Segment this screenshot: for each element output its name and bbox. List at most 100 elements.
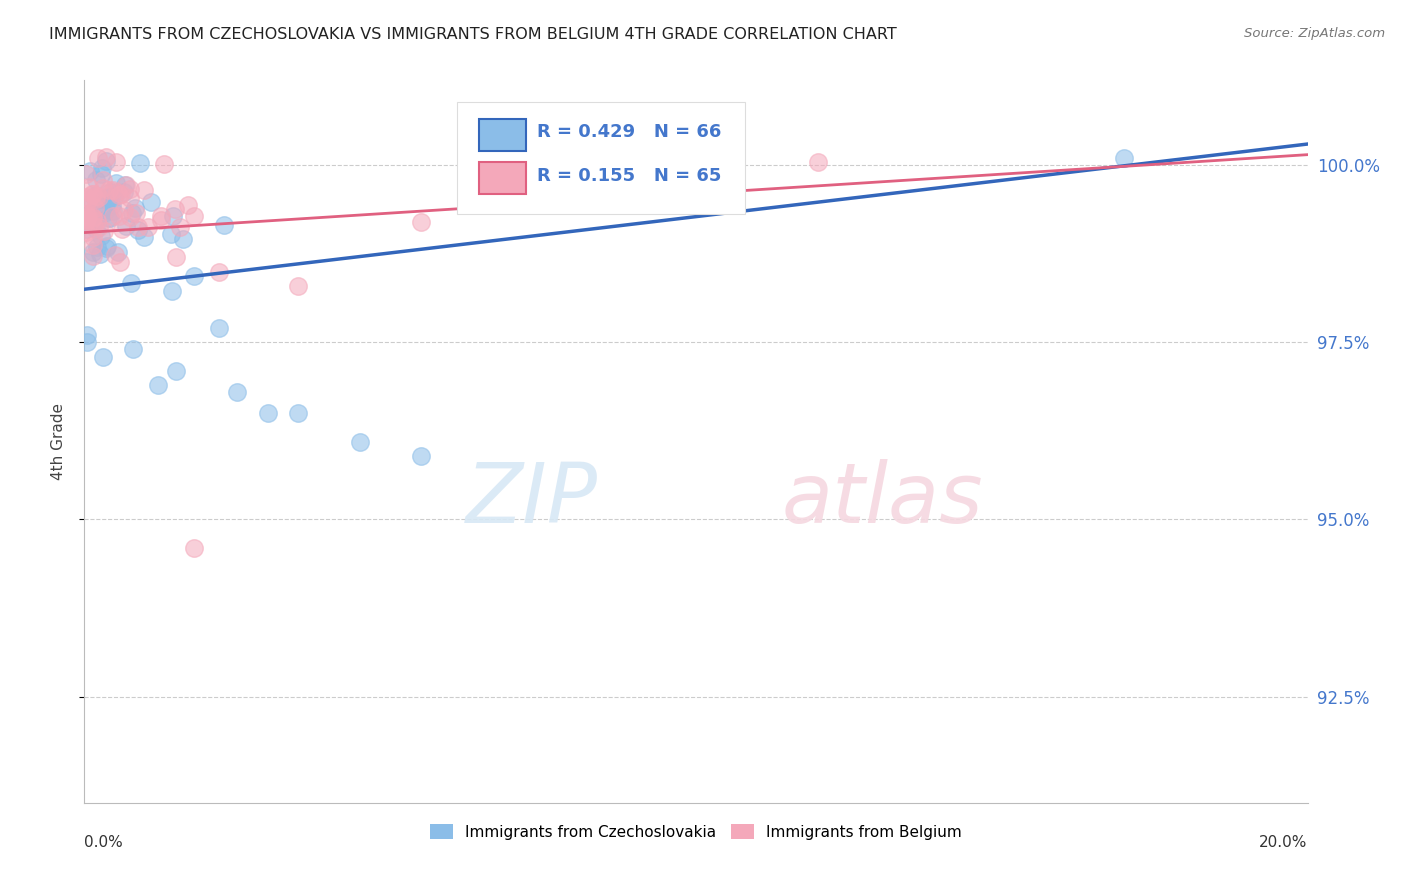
Point <box>97 183 120 197</box>
Point <box>110 186 132 201</box>
Point <box>79 164 101 178</box>
Point <box>226 384 249 399</box>
Point <box>75 222 97 236</box>
Point <box>96 153 118 168</box>
Point <box>162 284 184 298</box>
Point <box>101 203 124 218</box>
Point <box>82 238 104 252</box>
Y-axis label: 4th Grade: 4th Grade <box>51 403 66 480</box>
Point <box>79 180 101 194</box>
FancyBboxPatch shape <box>457 102 745 214</box>
Point <box>104 177 127 191</box>
Point <box>103 190 125 204</box>
Point <box>115 219 138 233</box>
Point <box>127 219 149 234</box>
Point <box>132 229 155 244</box>
Point <box>90 192 112 206</box>
Point <box>105 185 128 199</box>
Point <box>115 178 138 192</box>
Point <box>214 218 236 232</box>
Point <box>349 434 371 449</box>
Point <box>83 188 105 202</box>
Point <box>111 222 134 236</box>
Point <box>76 210 98 224</box>
Point <box>183 541 205 555</box>
Point <box>409 449 432 463</box>
Point <box>91 161 114 175</box>
Point <box>807 154 830 169</box>
FancyBboxPatch shape <box>479 162 526 194</box>
Point <box>75 212 97 227</box>
Point <box>409 215 432 229</box>
Legend: Immigrants from Czechoslovakia, Immigrants from Belgium: Immigrants from Czechoslovakia, Immigran… <box>423 818 969 846</box>
Point <box>118 182 141 196</box>
Text: R = 0.155   N = 65: R = 0.155 N = 65 <box>537 167 721 185</box>
Point <box>112 186 135 200</box>
Point <box>82 230 104 244</box>
Text: Source: ZipAtlas.com: Source: ZipAtlas.com <box>1244 27 1385 40</box>
Point <box>108 255 131 269</box>
Point <box>97 211 120 226</box>
Point <box>104 248 127 262</box>
Point <box>104 155 127 169</box>
Point <box>87 189 110 203</box>
Point <box>75 211 97 226</box>
Point <box>165 251 187 265</box>
Point <box>76 215 98 229</box>
Point <box>84 201 107 215</box>
Point <box>183 269 205 284</box>
Point <box>1114 151 1136 165</box>
Point <box>114 178 136 193</box>
Point <box>76 209 98 223</box>
Point <box>93 206 115 220</box>
Point <box>82 219 104 233</box>
Point <box>76 255 98 269</box>
Point <box>120 191 142 205</box>
Point <box>108 188 131 202</box>
Point <box>76 328 98 343</box>
Point <box>75 225 97 239</box>
Text: 20.0%: 20.0% <box>1260 835 1308 850</box>
Point <box>87 219 110 234</box>
Point <box>94 150 117 164</box>
Point <box>98 211 121 225</box>
Point <box>96 191 118 205</box>
Point <box>112 202 135 217</box>
Point <box>91 172 114 186</box>
Point <box>89 247 111 261</box>
Point <box>75 167 97 181</box>
Point <box>75 213 97 227</box>
Point <box>124 201 146 215</box>
Point <box>118 210 141 224</box>
Point <box>83 219 105 233</box>
Point <box>93 224 115 238</box>
Point <box>91 180 114 194</box>
Point <box>80 186 103 201</box>
Point <box>91 350 114 364</box>
Point <box>87 202 110 216</box>
FancyBboxPatch shape <box>479 119 526 151</box>
Point <box>132 183 155 197</box>
Point <box>77 192 100 206</box>
Point <box>129 155 152 169</box>
Point <box>136 219 159 234</box>
Point <box>183 209 205 223</box>
Point <box>86 189 108 203</box>
Point <box>75 189 97 203</box>
Point <box>107 245 129 260</box>
Point <box>82 187 104 202</box>
Point <box>162 209 184 223</box>
Point <box>169 219 191 234</box>
Point <box>122 343 145 357</box>
Point <box>160 227 183 241</box>
Point <box>101 183 124 197</box>
Point <box>86 240 108 254</box>
Point <box>75 206 97 220</box>
Point <box>84 192 107 206</box>
Point <box>94 203 117 218</box>
Point <box>100 198 122 212</box>
Point <box>108 209 131 223</box>
Point <box>165 364 187 378</box>
Point <box>76 195 98 210</box>
Point <box>153 157 176 171</box>
